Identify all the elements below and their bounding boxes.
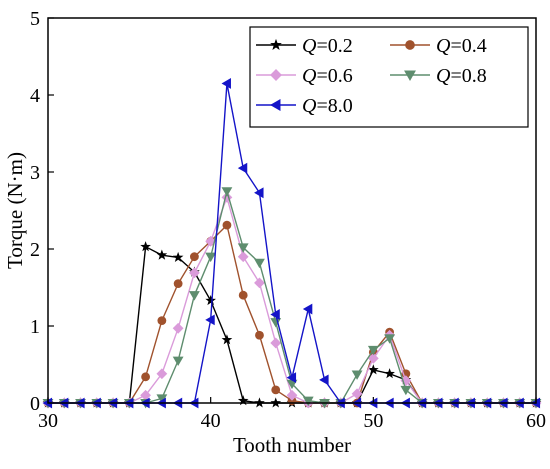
series-line xyxy=(48,190,536,404)
y-tick-label: 1 xyxy=(30,316,40,338)
legend-label: Q=0.8 xyxy=(436,65,487,87)
legend-item: Q=0.8 xyxy=(390,65,487,87)
data-point xyxy=(254,277,265,289)
data-point xyxy=(190,252,199,262)
data-point xyxy=(368,364,379,375)
data-point xyxy=(254,187,264,199)
x-tick-label: 40 xyxy=(201,410,221,432)
y-axis-title: Torque (N·m) xyxy=(3,152,27,269)
data-point xyxy=(286,389,298,401)
legend-label-val: =0.2 xyxy=(316,35,352,57)
axis-ticks: 30 40 50 60 0 1 2 3 4 5 xyxy=(30,8,546,432)
series-5 xyxy=(42,78,541,409)
data-point xyxy=(205,252,217,263)
legend-label-var: Q xyxy=(302,65,317,87)
data-point xyxy=(156,368,168,380)
data-point xyxy=(367,352,379,364)
data-point xyxy=(221,78,231,89)
data-point xyxy=(400,385,412,396)
data-point xyxy=(173,279,183,289)
data-point xyxy=(404,70,416,81)
data-point xyxy=(156,394,168,404)
legend-item: Q=8.0 xyxy=(256,95,353,117)
y-tick-label: 0 xyxy=(30,393,40,415)
legend: Q=0.2 Q=0.4Q=0.6 Q=0.8Q=8.0 xyxy=(249,26,529,128)
x-tick-label: 60 xyxy=(526,410,546,432)
legend-label-var: Q xyxy=(436,35,451,57)
data-point xyxy=(270,337,282,349)
data-point xyxy=(237,162,248,174)
data-point xyxy=(238,290,248,300)
data-point xyxy=(270,318,282,328)
data-point xyxy=(221,334,233,345)
data-point xyxy=(302,303,313,315)
data-point xyxy=(270,309,280,320)
data-point xyxy=(189,291,200,301)
legend-label-var: Q xyxy=(302,35,317,57)
data-point xyxy=(237,395,249,406)
data-point xyxy=(156,249,168,260)
series-layer xyxy=(42,78,542,409)
legend-label: Q=0.2 xyxy=(302,35,353,57)
y-tick-label: 3 xyxy=(30,162,40,184)
data-point xyxy=(157,316,167,326)
legend-label-val: =0.4 xyxy=(450,35,486,57)
data-point xyxy=(140,389,151,401)
data-point xyxy=(270,99,281,111)
data-point xyxy=(254,258,265,269)
data-point xyxy=(189,267,200,279)
y-tick-label: 4 xyxy=(30,85,40,107)
data-point xyxy=(351,370,363,380)
legend-label: Q=8.0 xyxy=(302,95,353,117)
data-point xyxy=(384,334,395,344)
data-point xyxy=(286,372,297,383)
data-point xyxy=(302,396,314,407)
data-point xyxy=(221,187,233,197)
legend-label-val: =0.6 xyxy=(316,65,352,87)
legend-box xyxy=(249,26,529,128)
series-line xyxy=(48,82,536,404)
legend-label-val: =0.8 xyxy=(450,65,486,87)
y-tick-label: 5 xyxy=(30,8,40,30)
data-point xyxy=(351,388,363,400)
legend-label: Q=0.6 xyxy=(302,65,353,87)
data-point xyxy=(367,345,379,356)
data-point xyxy=(270,69,282,81)
data-point xyxy=(140,241,151,252)
data-point xyxy=(172,322,184,334)
legend-item: Q=0.6 xyxy=(256,65,353,87)
legend-item: Q=0.2 xyxy=(256,35,353,57)
data-point xyxy=(384,368,395,379)
legend-label-var: Q xyxy=(436,65,451,87)
data-point xyxy=(141,372,151,382)
y-tick-label: 2 xyxy=(30,239,40,261)
data-point xyxy=(271,385,281,395)
data-point xyxy=(405,40,415,50)
data-point xyxy=(319,374,329,386)
x-tick-label: 50 xyxy=(363,410,383,432)
series-line xyxy=(48,196,536,404)
legend-label-var: Q xyxy=(302,95,317,117)
data-point xyxy=(172,356,184,367)
data-point xyxy=(255,330,264,340)
data-point xyxy=(205,314,215,326)
x-tick-label: 30 xyxy=(38,410,58,432)
legend-label-val: =8.0 xyxy=(316,95,352,117)
data-point xyxy=(237,243,249,253)
data-point xyxy=(270,38,282,50)
data-point xyxy=(237,251,249,263)
data-point xyxy=(205,294,216,306)
data-point xyxy=(222,220,232,230)
plot-frame xyxy=(47,17,537,404)
x-axis-title: Tooth number xyxy=(233,433,351,457)
legend-label: Q=0.4 xyxy=(436,35,487,57)
legend-item: Q=0.4 xyxy=(390,35,487,57)
data-point xyxy=(172,251,184,262)
